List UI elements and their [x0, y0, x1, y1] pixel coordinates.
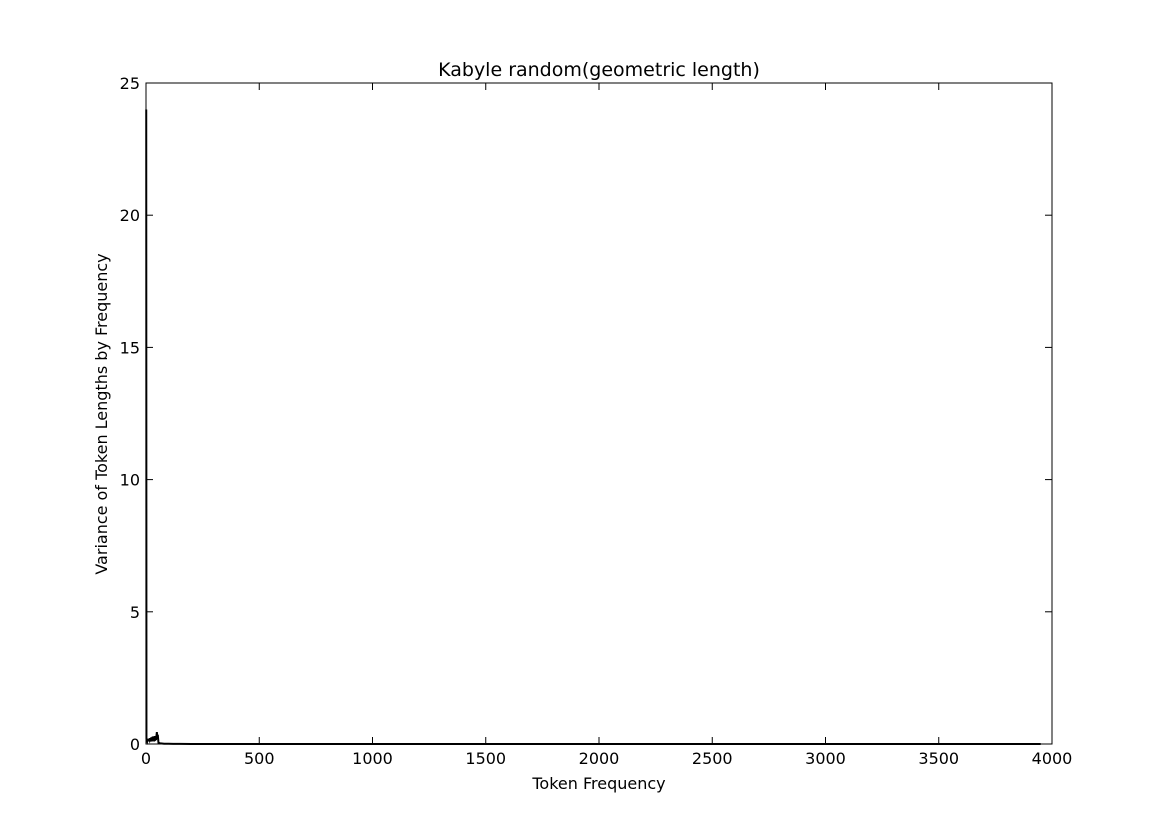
x-tick-label: 1000 — [352, 749, 393, 768]
plot-frame — [145, 82, 1053, 745]
x-tick-label: 1500 — [465, 749, 506, 768]
x-axis-label: Token Frequency — [531, 774, 665, 793]
x-tick-label: 3000 — [805, 749, 846, 768]
x-tick-label: 0 — [141, 749, 151, 768]
plot-area — [146, 83, 1052, 744]
x-tick-label: 4000 — [1032, 749, 1073, 768]
y-axis-label: Variance of Token Lengths by Frequency — [92, 253, 111, 574]
y-tick-label: 15 — [120, 338, 140, 357]
chart-title: Kabyle random(geometric length) — [438, 59, 760, 81]
x-tick-label: 500 — [244, 749, 275, 768]
x-tick-label: 2000 — [579, 749, 620, 768]
y-tick-label: 5 — [130, 603, 140, 622]
y-tick-label: 10 — [120, 471, 140, 490]
y-tick-label: 20 — [120, 206, 140, 225]
x-tick-label: 2500 — [692, 749, 733, 768]
x-tick-label: 3500 — [918, 749, 959, 768]
y-tick-label: 25 — [120, 74, 140, 93]
ticks-layer: 0 500 1000 1500 2000 2500 3000 3500 4000 0 5 10 15 20… — [120, 74, 1073, 768]
y-tick-label: 0 — [130, 735, 140, 754]
